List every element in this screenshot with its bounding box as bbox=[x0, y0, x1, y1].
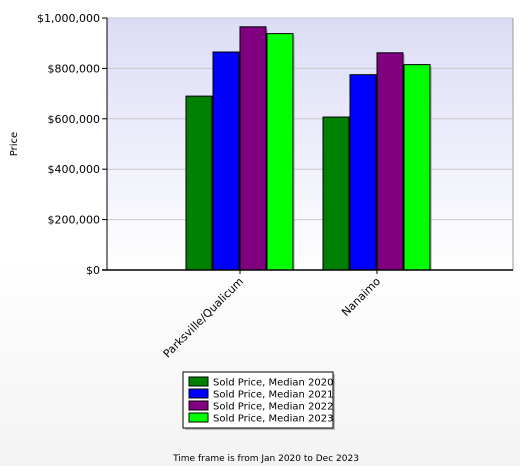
legend-swatch bbox=[188, 412, 209, 423]
y-tick-label: $400,000 bbox=[48, 163, 101, 176]
x-tick-label: Nanaimo bbox=[339, 275, 383, 319]
y-tick-label: $600,000 bbox=[48, 113, 101, 126]
y-tick-label: $1,000,000 bbox=[37, 12, 100, 25]
bar bbox=[239, 26, 267, 271]
bar bbox=[185, 95, 213, 271]
bars bbox=[185, 26, 432, 271]
y-tick-label: $0 bbox=[86, 264, 100, 277]
x-tick-label: Parksville/Qualicum bbox=[161, 275, 246, 360]
bar bbox=[376, 52, 404, 271]
legend-swatch bbox=[188, 388, 209, 399]
legend-label: Sold Price, Median 2022 bbox=[213, 402, 334, 413]
legend-label: Sold Price, Median 2020 bbox=[213, 378, 334, 389]
y-tick-label: $200,000 bbox=[48, 214, 101, 227]
bar bbox=[403, 64, 431, 271]
gridlines bbox=[107, 17, 513, 221]
bar bbox=[349, 74, 377, 271]
bar bbox=[266, 33, 294, 271]
y-tick-label: $800,000 bbox=[48, 62, 101, 75]
legend-label: Sold Price, Median 2021 bbox=[213, 390, 334, 401]
y-axis-label: Price bbox=[9, 132, 20, 156]
legend-swatch bbox=[188, 400, 209, 411]
plot-area bbox=[106, 17, 514, 271]
footer-note: Time frame is from Jan 2020 to Dec 2023 bbox=[172, 454, 359, 464]
legend-label: Sold Price, Median 2023 bbox=[213, 414, 334, 425]
bar bbox=[212, 51, 240, 271]
bar bbox=[322, 116, 350, 271]
legend-swatch bbox=[188, 376, 209, 387]
